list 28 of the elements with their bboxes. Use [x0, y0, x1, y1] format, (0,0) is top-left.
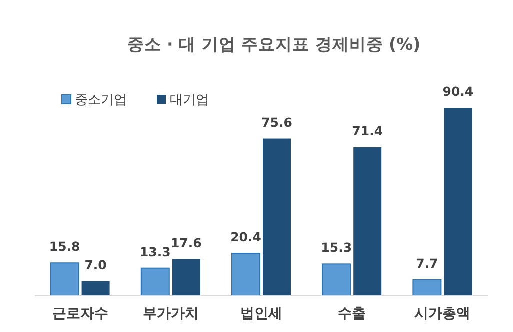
x-tick-label: 근로자수 — [52, 306, 108, 322]
data-label: 15.3 — [321, 240, 352, 256]
x-tick-label: 법인세 — [240, 306, 282, 322]
bar — [140, 268, 170, 296]
bar — [263, 138, 291, 296]
bar — [444, 108, 472, 296]
legend-label: 대기업 — [170, 93, 209, 108]
data-label: 71.4 — [352, 124, 384, 139]
bar — [82, 281, 110, 296]
data-label: 20.4 — [230, 230, 262, 245]
data-label: 17.6 — [170, 235, 202, 250]
data-label: 75.6 — [262, 114, 293, 130]
x-tick-label: 부가가치 — [142, 306, 199, 322]
bar — [322, 264, 352, 296]
bar — [354, 148, 382, 296]
bar — [232, 253, 260, 296]
bar — [172, 259, 200, 296]
chart-title: 중소 · 대 기업 주요지표 경제비중 (%) — [127, 35, 421, 54]
legend-label: 중소기업 — [75, 93, 127, 108]
data-label: 7.7 — [416, 256, 438, 271]
x-tick-label: 수출 — [338, 306, 366, 322]
bar — [50, 262, 80, 296]
x-tick-label: 시가총액 — [414, 306, 471, 322]
data-label: 15.8 — [49, 239, 80, 254]
bar — [412, 279, 442, 296]
data-label: 13.3 — [140, 244, 171, 260]
data-label: 90.4 — [442, 84, 474, 99]
data-label: 7.0 — [84, 257, 108, 272]
